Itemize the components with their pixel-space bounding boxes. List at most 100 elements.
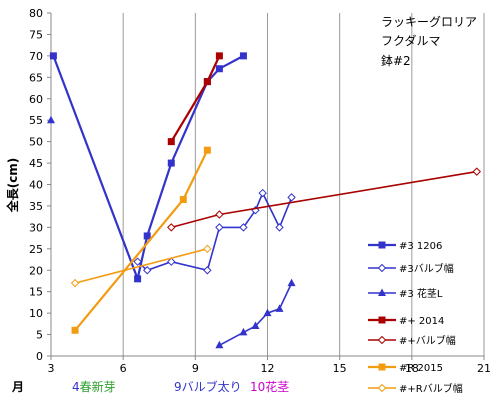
data-point-diamond [377, 263, 387, 273]
legend-label: #3バルブ幅 [399, 262, 454, 275]
y-tick-label: 30 [29, 221, 43, 234]
data-point-diamond [215, 223, 224, 232]
legend-label: #3 花茎L [399, 287, 443, 300]
legend-label: #3 1206 [399, 241, 442, 252]
x-axis-label: 月 [11, 380, 24, 394]
data-point-square [134, 275, 142, 283]
footer-num-10: 10 [250, 380, 265, 394]
y-tick-label: 35 [29, 200, 43, 213]
footer-label-spring: 4春新芽 [72, 379, 116, 394]
x-tick-label: 21 [477, 362, 491, 375]
data-point-diamond [472, 167, 481, 176]
series-3 [167, 52, 223, 146]
data-point-diamond [167, 223, 176, 232]
footer-text-flower: 花茎 [265, 379, 289, 394]
y-tick-label: 25 [29, 243, 43, 256]
gridlines [50, 13, 485, 356]
y-tick-label: 5 [36, 329, 43, 342]
legend-label: #+ 2014 [399, 316, 444, 327]
data-point-triangle [378, 288, 386, 296]
legend: #3 1206 #3バルブ幅 #3 花茎L #+ 2014 #+バルブ幅 #R 2015 #… [368, 241, 463, 395]
series-line [74, 248, 208, 284]
data-point-square [179, 196, 187, 204]
data-point-triangle [215, 340, 224, 349]
data-point-square [203, 146, 211, 154]
y-tick-label: 40 [29, 179, 43, 192]
legend-item: #+ 2014 [368, 316, 444, 327]
data-point-triangle [251, 321, 260, 329]
series-line [171, 170, 477, 229]
series-line [137, 191, 293, 272]
y-tick-label: 50 [29, 136, 43, 149]
series-1 [133, 188, 296, 275]
data-point-triangle [47, 115, 55, 124]
data-point-diamond [258, 188, 267, 198]
footer-num-4: 4 [72, 380, 80, 394]
legend-item: #R 2015 [368, 363, 443, 374]
data-point-triangle [263, 308, 272, 317]
series-0 [49, 52, 247, 283]
series-4 [167, 167, 481, 232]
legend-item: #3バルブ幅 [368, 262, 454, 275]
data-point-diamond [143, 266, 152, 275]
annotation-line-2: フクダルマ [381, 33, 441, 48]
data-point-square [378, 316, 386, 324]
footer-label-bulb: 9バルブ太り [174, 379, 242, 394]
data-point-diamond [239, 223, 248, 232]
tick-labels: 0 5 10 15 20 25 30 35 40 45 50 55 60 65 70 75 80 3 6 9 12 15 1… [29, 7, 491, 375]
y-tick-label: 0 [36, 350, 43, 363]
legend-item: #+Rバルブ幅 [368, 382, 463, 395]
y-tick-label: 80 [29, 7, 43, 20]
data-point-diamond [203, 244, 212, 254]
data-point-diamond [215, 210, 224, 219]
legend-label: #+バルブ幅 [399, 334, 456, 347]
data-point-triangle [239, 327, 248, 336]
legend-item: #+バルブ幅 [368, 334, 456, 347]
data-point-diamond [70, 278, 80, 288]
legend-item: #3 1206 [368, 241, 442, 252]
y-axis-label: 全長(cm) [5, 158, 20, 214]
y-tick-label: 45 [29, 157, 43, 170]
footer-num-9: 9 [174, 380, 182, 394]
x-tick-label: 3 [48, 362, 55, 375]
data-point-square [378, 363, 386, 371]
axes [47, 12, 485, 360]
footer-text-bulb: バルブ太り [182, 379, 242, 394]
footer-text-spring: 春新芽 [80, 379, 116, 394]
series-layer [47, 52, 481, 349]
x-tick-label: 12 [261, 362, 275, 375]
data-point-square [167, 138, 175, 146]
y-tick-label: 20 [29, 264, 43, 277]
x-tick-label: 18 [405, 362, 419, 375]
y-tick-label: 55 [29, 114, 43, 127]
y-tick-label: 75 [29, 28, 43, 41]
data-point-triangle [287, 278, 296, 287]
y-tick-label: 10 [29, 307, 43, 320]
series-2 [47, 115, 296, 349]
data-point-square [49, 52, 57, 60]
footer-label-flower: 10花茎 [250, 379, 289, 394]
series-line [74, 149, 209, 332]
data-point-diamond [275, 223, 284, 232]
data-point-diamond [167, 257, 176, 266]
annotation-line-1: ラッキーグロリア [381, 15, 477, 29]
y-tick-label: 15 [29, 286, 43, 299]
series-6 [70, 244, 212, 288]
data-point-square [203, 78, 211, 86]
x-tick-label: 6 [120, 362, 127, 375]
series-5 [71, 146, 211, 334]
data-point-square [167, 159, 175, 167]
data-point-square [215, 65, 223, 73]
data-point-diamond [377, 383, 387, 393]
data-point-diamond [133, 257, 142, 266]
data-point-square [239, 52, 247, 60]
y-tick-label: 65 [29, 71, 43, 84]
data-point-diamond [287, 193, 296, 202]
annotation-line-3: 鉢#2 [381, 54, 411, 68]
y-tick-label: 60 [29, 93, 43, 106]
data-point-diamond [203, 266, 212, 275]
data-point-diamond [377, 335, 387, 345]
data-point-square [378, 241, 386, 249]
data-point-square [215, 52, 223, 60]
